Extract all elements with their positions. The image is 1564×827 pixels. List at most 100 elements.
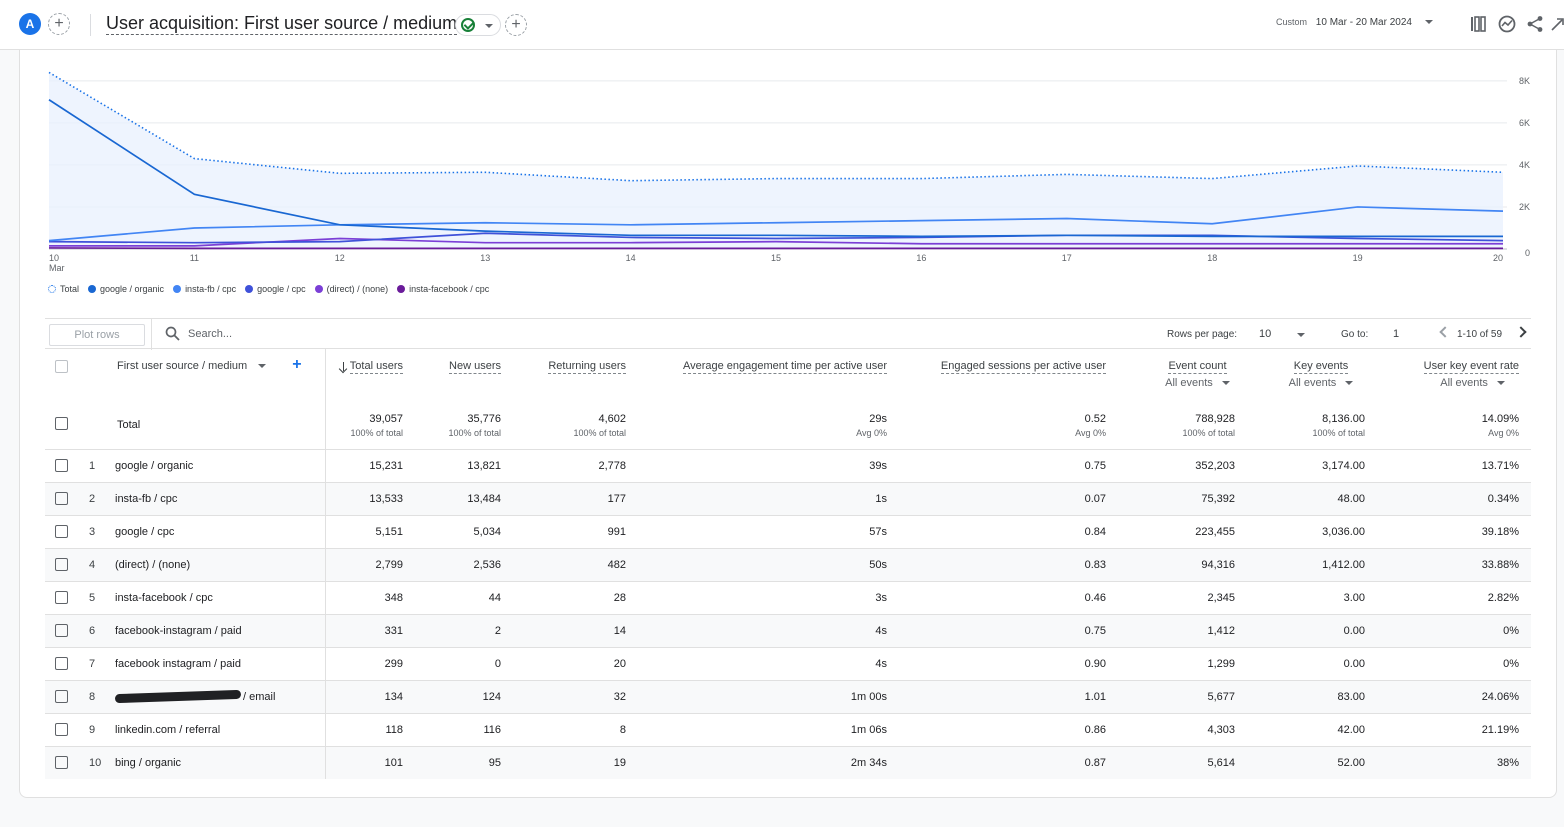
dimension-value[interactable]: / email <box>243 690 276 703</box>
x-tick-label: 18 <box>1207 253 1217 263</box>
table-row[interactable]: 4 (direct) / (none) 2,799 2,536 482 50s 0.83 94… <box>45 547 1531 581</box>
table-row[interactable]: 10 bing / organic 101 95 19 2m 34s 0.87 5,614 52… <box>45 745 1531 779</box>
pagination-range: 1-10 of 59 <box>1457 329 1503 340</box>
metric-cell: 352,203 <box>1118 448 1247 482</box>
page-title[interactable]: User acquisition: First user source / me… <box>106 13 458 35</box>
row-checkbox[interactable] <box>54 657 68 670</box>
table-row[interactable]: 5 insta-facebook / cpc 348 44 28 3s 0.46 2,345 3… <box>45 580 1531 614</box>
metric-cell: 13,533 <box>325 481 415 515</box>
next-page-icon[interactable] <box>1515 326 1527 338</box>
metric-cell: 2,778 <box>513 448 638 482</box>
column-header[interactable]: Engaged sessions per active user <box>940 360 1106 374</box>
dimension-value[interactable]: facebook-instagram / paid <box>115 624 242 637</box>
column-header[interactable]: New users <box>449 360 501 374</box>
dimension-value[interactable]: google / cpc <box>115 525 175 538</box>
chevron-down-icon[interactable] <box>258 364 267 369</box>
row-rank: 3 <box>89 525 96 538</box>
legend-label: insta-facebook / cpc <box>409 284 490 294</box>
row-checkbox[interactable] <box>54 417 68 430</box>
metric-cell: 0.07 <box>899 481 1118 515</box>
row-checkbox[interactable] <box>54 459 68 472</box>
date-range-picker[interactable]: Custom 10 Mar - 20 Mar 2024 <box>1276 17 1433 28</box>
table-row[interactable]: 1 google / organic 15,231 13,821 2,778 39s 0.7… <box>45 448 1531 482</box>
table-row[interactable]: 3 google / cpc 5,151 5,034 991 57s 0.84 223,455… <box>45 514 1531 548</box>
metric-cell: 20 <box>513 646 638 680</box>
legend-item[interactable]: insta-facebook / cpc <box>397 284 489 294</box>
table-row[interactable]: 7 facebook instagram / paid 299 0 20 4s 0.90 1,… <box>45 646 1531 680</box>
table-row[interactable]: 9 linkedin.com / referral 118 116 8 1m 06s 0.8… <box>45 712 1531 746</box>
event-filter-dropdown[interactable]: All events <box>1377 377 1519 389</box>
select-all-checkbox[interactable] <box>54 360 68 373</box>
row-checkbox[interactable] <box>54 756 68 770</box>
row-checkbox[interactable] <box>54 492 68 505</box>
metric-cell: 33.88% <box>1377 547 1531 581</box>
chevron-down-icon[interactable] <box>1297 333 1305 337</box>
row-checkbox[interactable] <box>54 624 68 637</box>
metric-cell: 39s <box>638 448 899 482</box>
column-header[interactable]: Average engagement time per active user <box>682 360 887 374</box>
row-checkbox-cell <box>45 514 77 548</box>
share-icon[interactable] <box>1525 14 1545 34</box>
metric-cell: 2 <box>415 613 513 647</box>
sort-descending-icon <box>342 361 344 371</box>
toolbar-divider <box>151 319 152 350</box>
add-comparison-button[interactable]: + <box>48 13 70 35</box>
row-rank: 4 <box>89 558 96 571</box>
compare-icon[interactable] <box>1468 14 1488 34</box>
legend-item[interactable]: Total <box>48 284 79 294</box>
row-checkbox[interactable] <box>54 591 68 604</box>
event-filter-dropdown[interactable]: All events <box>1265 377 1377 389</box>
row-checkbox[interactable] <box>54 690 68 703</box>
table-row[interactable]: 2 insta-fb / cpc 13,533 13,484 177 1s 0.07 75,3… <box>45 481 1531 515</box>
dimension-value[interactable]: insta-fb / cpc <box>115 492 178 505</box>
insights-icon[interactable] <box>1497 14 1517 34</box>
legend-swatch <box>245 285 254 293</box>
dimension-value[interactable]: google / organic <box>115 459 194 472</box>
y-tick-label: 4K <box>1519 160 1530 170</box>
legend-item[interactable]: (direct) / (none) <box>314 284 388 294</box>
dimension-header[interactable]: First user source / medium + <box>77 349 326 399</box>
column-header[interactable]: User key event rate All events <box>1377 349 1531 399</box>
table-row[interactable]: 8 / email 134 124 32 1m 00s 1.01 5,677 83.00 24.0… <box>45 679 1531 713</box>
dimension-value[interactable]: linkedin.com / referral <box>115 723 221 736</box>
dimension-value[interactable]: facebook instagram / paid <box>115 657 241 670</box>
dimension-value[interactable]: insta-facebook / cpc <box>115 591 213 604</box>
account-avatar[interactable]: A <box>19 13 41 35</box>
report-status-dropdown[interactable] <box>455 14 501 36</box>
dimension-value[interactable]: (direct) / (none) <box>115 558 191 571</box>
metric-cell: 0.86 <box>899 712 1118 746</box>
dimension-cell: 8 / email <box>77 679 326 713</box>
row-checkbox[interactable] <box>54 723 68 736</box>
goto-page-input[interactable]: 1 <box>1393 328 1400 340</box>
row-rank: 5 <box>89 591 96 604</box>
previous-page-icon[interactable] <box>1439 326 1451 338</box>
add-dimension-icon[interactable]: + <box>292 356 302 373</box>
legend-item[interactable]: google / organic <box>88 284 164 294</box>
column-header[interactable]: Total users <box>325 349 415 399</box>
metric-cell: 991 <box>513 514 638 548</box>
column-header[interactable]: Returning users <box>548 360 626 374</box>
legend-item[interactable]: google / cpc <box>245 284 306 294</box>
dimension-value[interactable]: bing / organic <box>115 756 182 769</box>
search-icon <box>165 326 180 341</box>
column-header[interactable]: Key events All events <box>1247 349 1377 399</box>
expand-icon[interactable] <box>1550 14 1564 34</box>
plot-rows-button[interactable]: Plot rows <box>49 324 145 346</box>
metric-cell: 14 <box>513 613 638 647</box>
metric-cell: 0.75 <box>899 448 1118 482</box>
column-header[interactable]: Event count All events <box>1118 349 1247 399</box>
totals-subvalue: 100% of total <box>350 428 403 438</box>
dimension-cell: 4 (direct) / (none) <box>77 547 326 581</box>
x-tick-sublabel: Mar <box>49 263 65 273</box>
table-row[interactable]: 6 facebook-instagram / paid 331 2 14 4s 0.75 1,… <box>45 613 1531 647</box>
add-report-button[interactable]: + <box>505 14 527 36</box>
metric-cell: 0.90 <box>899 646 1118 680</box>
metric-cell: 15,231 <box>325 448 415 482</box>
search-input[interactable]: Search... <box>188 327 233 340</box>
row-checkbox[interactable] <box>54 525 68 538</box>
legend-item[interactable]: insta-fb / cpc <box>173 284 236 294</box>
table-search[interactable]: Search... <box>165 326 232 341</box>
row-checkbox[interactable] <box>54 558 68 571</box>
event-filter-dropdown[interactable]: All events <box>1148 377 1247 389</box>
rows-per-page-select[interactable]: 10 <box>1259 328 1272 340</box>
